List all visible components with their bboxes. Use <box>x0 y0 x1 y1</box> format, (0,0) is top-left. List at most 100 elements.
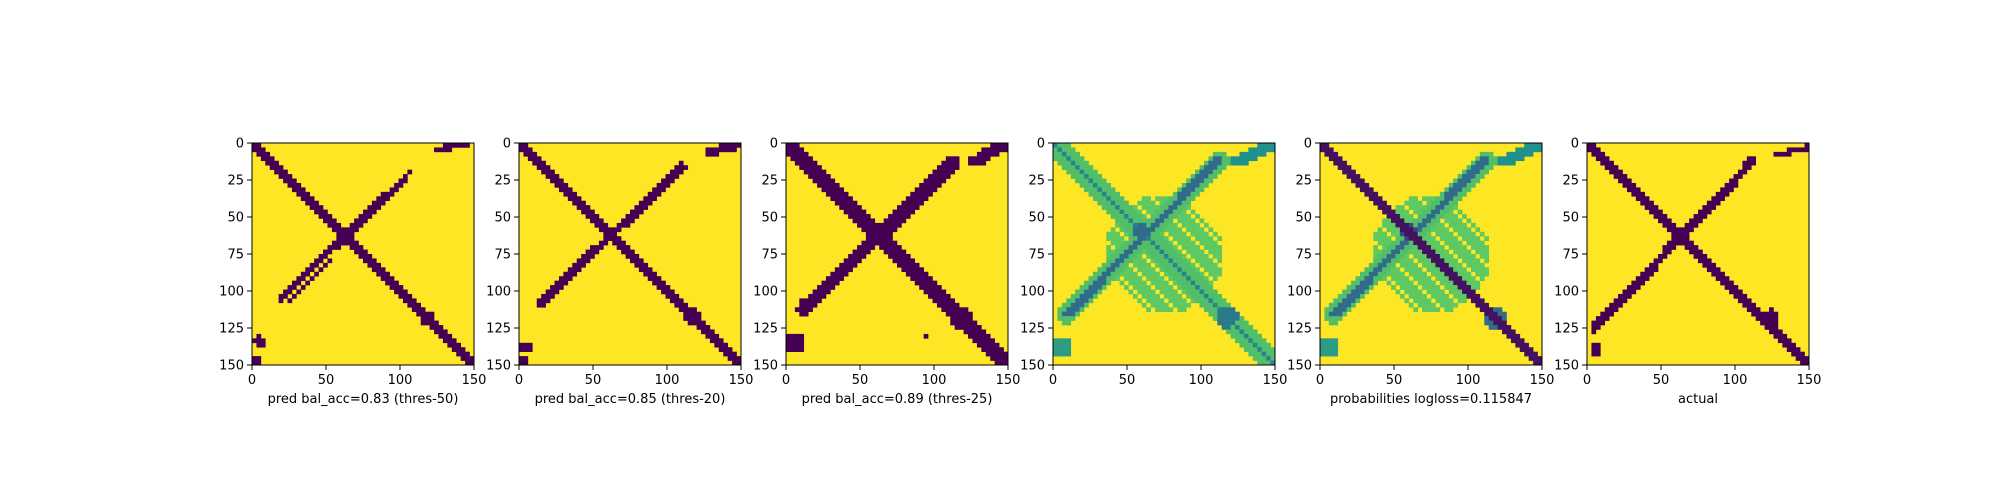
heatmap-cell <box>1724 280 1730 286</box>
heatmap-cell <box>1248 333 1254 339</box>
heatmap-cell <box>1146 289 1151 295</box>
heatmap-cell <box>718 147 724 153</box>
heatmap-cell <box>442 338 448 344</box>
heatmap-cell <box>1168 231 1174 237</box>
heatmap-cell <box>812 293 818 299</box>
heatmap-cell <box>1595 316 1601 321</box>
heatmap-cell <box>1431 289 1436 295</box>
heatmap-cell <box>1795 347 1801 352</box>
heatmap-cell <box>1221 311 1227 317</box>
y-tick-label: 50 <box>1028 211 1045 226</box>
heatmap-cell <box>1391 262 1396 268</box>
heatmap-cell <box>398 182 404 188</box>
heatmap-cell <box>519 147 524 153</box>
heatmap-cell <box>945 160 951 166</box>
heatmap-cell <box>429 325 435 330</box>
heatmap-cell <box>1266 360 1271 366</box>
heatmap-cell <box>380 200 386 206</box>
heatmap-cell <box>1226 329 1231 335</box>
heatmap-cell <box>959 307 964 313</box>
heatmap-cell <box>1351 280 1356 286</box>
heatmap-cell <box>1435 262 1441 268</box>
heatmap-cell <box>1399 218 1405 224</box>
heatmap-cell <box>643 267 649 273</box>
heatmap-cell <box>1217 302 1223 308</box>
heatmap-cell <box>1128 254 1134 259</box>
heatmap-cell <box>1431 285 1436 290</box>
heatmap-cell <box>950 307 956 313</box>
heatmap-cell <box>1181 231 1187 237</box>
heatmap-cell <box>1404 276 1410 281</box>
heatmap-cell <box>1635 191 1641 197</box>
heatmap-cell <box>1408 285 1414 290</box>
heatmap-cell <box>910 196 916 202</box>
heatmap-cell <box>1342 298 1347 304</box>
heatmap-cell <box>1212 254 1218 259</box>
heatmap-cell <box>554 289 560 295</box>
heatmap-cell <box>1128 231 1134 237</box>
heatmap-cell <box>1088 293 1094 299</box>
heatmap-cell <box>1230 307 1236 313</box>
heatmap-cell <box>376 200 382 206</box>
heatmap-cell <box>1435 307 1441 313</box>
heatmap-cell <box>959 316 964 321</box>
heatmap-cell <box>1075 174 1080 179</box>
heatmap-cell <box>1141 262 1147 268</box>
heatmap-cell <box>1377 227 1383 233</box>
heatmap-cell <box>300 191 306 197</box>
heatmap-cell <box>1453 196 1458 202</box>
heatmap-cell <box>1141 218 1147 224</box>
heatmap-cell <box>1470 298 1476 304</box>
heatmap-cell <box>1484 320 1490 326</box>
y-tick-label: 150 <box>1287 359 1312 374</box>
heatmap-cell <box>1373 262 1379 268</box>
heatmap-cell <box>1053 351 1058 357</box>
heatmap-cell <box>1479 276 1485 281</box>
heatmap-cell <box>1493 316 1498 321</box>
heatmap-cell <box>371 267 377 273</box>
heatmap-cell <box>1622 178 1628 184</box>
heatmap-cell <box>438 329 444 335</box>
heatmap-cell <box>411 307 417 313</box>
heatmap-cell <box>541 298 546 304</box>
heatmap-cell <box>897 254 902 259</box>
heatmap-cell <box>1359 276 1365 281</box>
heatmap-cell <box>985 333 991 339</box>
heatmap-cell <box>919 200 924 206</box>
heatmap-cell <box>1217 156 1223 162</box>
heatmap-cell <box>1097 289 1103 295</box>
heatmap-cell <box>616 240 622 246</box>
heatmap-cell <box>407 169 413 175</box>
heatmap-cell <box>1355 182 1361 188</box>
heatmap-cell <box>1342 307 1347 313</box>
heatmap-cell <box>1422 236 1427 241</box>
heatmap-cell <box>1146 307 1151 313</box>
heatmap-cell <box>1235 320 1240 326</box>
heatmap-cell <box>1208 298 1214 304</box>
heatmap-cell <box>1426 236 1432 241</box>
heatmap-cell <box>857 209 862 215</box>
heatmap-cell <box>1422 254 1427 259</box>
heatmap-cell <box>1177 200 1183 206</box>
heatmap-cell <box>1649 262 1654 268</box>
heatmap-cell <box>1266 342 1271 348</box>
heatmap-cell <box>928 293 933 299</box>
heatmap-cell <box>1448 262 1454 268</box>
heatmap-cell <box>936 293 942 299</box>
x-axis-label: pred bal_acc=0.85 (thres-20) <box>535 392 726 407</box>
heatmap-cell <box>442 147 448 153</box>
heatmap-cell <box>1101 271 1107 277</box>
heatmap-cell <box>901 209 907 215</box>
heatmap-cell <box>1444 187 1450 193</box>
heatmap-cell <box>1257 356 1262 361</box>
heatmap-cell <box>331 222 337 228</box>
heatmap-cell <box>1190 231 1196 237</box>
heatmap-cell <box>1239 151 1245 157</box>
heatmap-cell <box>1391 222 1396 228</box>
heatmap-cell <box>402 174 408 179</box>
heatmap-cell <box>1235 160 1240 166</box>
heatmap-cell <box>336 245 342 250</box>
heatmap-cell <box>1613 169 1619 175</box>
heatmap-cell <box>1391 271 1396 277</box>
heatmap-cell <box>821 293 827 299</box>
